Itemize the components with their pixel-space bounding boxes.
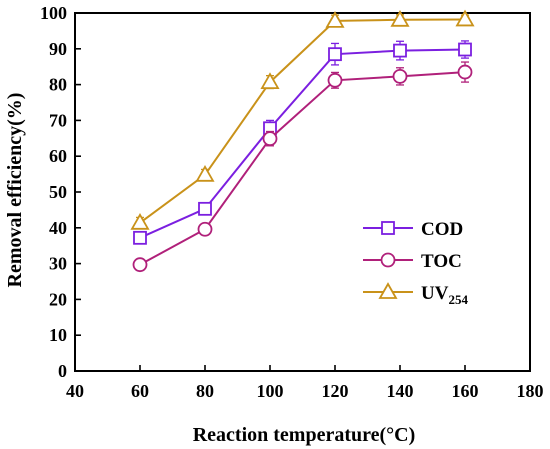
legend-uv254-text: UV — [421, 283, 449, 304]
y-tick-label: 50 — [49, 182, 67, 202]
uv254-point — [260, 72, 280, 89]
uv254-point — [455, 9, 475, 27]
x-axis-title: Reaction temperature(°C) — [193, 424, 416, 446]
cod-point — [393, 43, 407, 58]
toc-point — [132, 257, 148, 273]
legend-toc-marker — [380, 252, 396, 268]
toc-point — [327, 72, 343, 88]
x-tick-label: 40 — [66, 381, 84, 401]
y-tick-label: 70 — [49, 110, 67, 130]
toc-point — [197, 221, 213, 237]
toc-point — [457, 64, 473, 80]
y-tick-label: 30 — [49, 254, 67, 274]
y-tick-label: 40 — [49, 218, 67, 238]
uv254-point — [325, 11, 345, 28]
toc-point — [392, 68, 408, 84]
y-tick-label: 0 — [58, 361, 67, 381]
cod-point — [133, 230, 147, 245]
y-axis-title: Removal efficiency(%) — [4, 93, 26, 288]
x-tick-label: 60 — [131, 381, 149, 401]
y-tick-label: 90 — [49, 39, 67, 59]
legend-toc-text: TOC — [421, 251, 462, 272]
legend-uv254-subscript: 254 — [448, 292, 468, 307]
legend-cod-text: COD — [421, 219, 463, 240]
y-tick-label: 100 — [40, 3, 67, 23]
x-tick-label: 120 — [322, 381, 349, 401]
uv254-point — [390, 9, 410, 27]
y-tick-label: 80 — [49, 75, 67, 95]
legend-uv254-marker — [378, 282, 398, 299]
x-tick-label: 80 — [196, 381, 214, 401]
cod-point — [328, 47, 342, 62]
x-tick-label: 180 — [517, 381, 544, 401]
legend-cod-marker — [381, 221, 395, 235]
cod-point — [458, 42, 472, 57]
y-tick-label: 10 — [49, 325, 67, 345]
toc-point — [262, 131, 278, 147]
legend-uv254-label: UV254 — [421, 283, 468, 307]
legend-cod-label: COD — [421, 219, 463, 240]
uv254-point — [130, 212, 150, 230]
cod-line — [139, 48, 466, 239]
x-tick-label: 140 — [387, 381, 414, 401]
uv254-line — [139, 18, 466, 224]
y-tick-label: 20 — [49, 289, 67, 309]
cod-point — [198, 201, 212, 216]
x-tick-label: 160 — [452, 381, 479, 401]
legend-toc-label: TOC — [421, 251, 462, 272]
toc-line — [139, 71, 466, 266]
x-tick-label: 100 — [257, 381, 284, 401]
uv254-point — [195, 165, 215, 182]
y-tick-label: 60 — [49, 146, 67, 166]
